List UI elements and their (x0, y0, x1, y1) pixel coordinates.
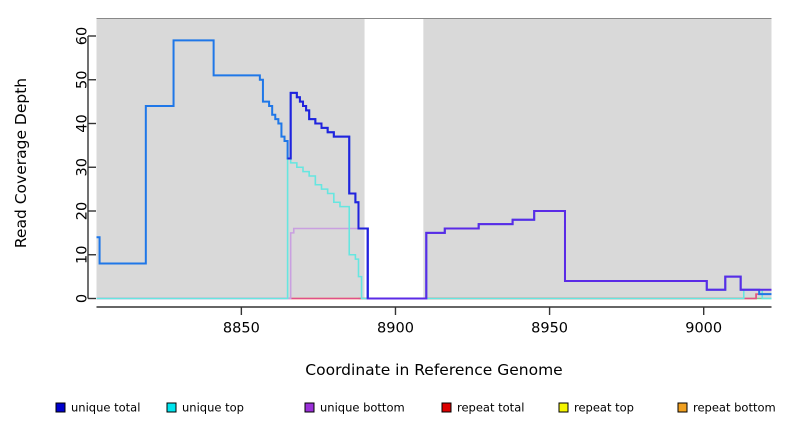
covered-region-right (423, 18, 772, 299)
plot-background-regions (96, 18, 772, 299)
legend-swatch-unique-total[interactable] (55, 402, 66, 413)
x-tick-label: 8850 (223, 321, 260, 337)
x-tick-label: 8950 (531, 321, 568, 337)
y-tick-label: 20 (75, 202, 91, 220)
legend-label-repeat-bottom: repeat bottom (693, 401, 776, 415)
legend-label-unique-bottom: unique bottom (320, 401, 405, 415)
legend-label-unique-top: unique top (182, 401, 244, 415)
legend-swatch-unique-bottom[interactable] (304, 402, 315, 413)
legend-swatch-repeat-total[interactable] (441, 402, 452, 413)
legend-swatch-repeat-top[interactable] (558, 402, 569, 413)
legend-swatch-unique-top[interactable] (166, 402, 177, 413)
uncovered-gap (364, 18, 424, 299)
x-tick-label: 9000 (685, 321, 722, 337)
y-axis-title: Read Coverage Depth (12, 78, 30, 248)
series-unique-bottom-highlight (364, 210, 772, 300)
legend-label-repeat-top: repeat top (574, 401, 634, 415)
legend-label-unique-total: unique total (71, 401, 140, 415)
y-tick-label: 0 (75, 294, 91, 303)
y-tick-label: 60 (75, 27, 91, 45)
series-layer (96, 39, 772, 300)
legend: unique total unique top unique bottom repea… (55, 401, 776, 415)
y-tick-label: 10 (75, 246, 91, 264)
legend-swatch-repeat-bottom[interactable] (677, 402, 688, 413)
y-tick-label: 30 (75, 158, 91, 176)
legend-label-repeat-total: repeat total (457, 401, 524, 415)
axes-layer: 0 10 20 30 40 50 60 8850 8900 8950 9000 (75, 27, 772, 337)
covered-region-left (96, 18, 365, 299)
x-axis-title: Coordinate in Reference Genome (305, 361, 562, 379)
y-tick-label: 50 (75, 71, 91, 89)
series-unique-total-highlight (287, 91, 369, 299)
x-tick-label: 8900 (377, 321, 414, 337)
y-tick-label: 40 (75, 114, 91, 132)
series-unique-top (96, 157, 772, 300)
